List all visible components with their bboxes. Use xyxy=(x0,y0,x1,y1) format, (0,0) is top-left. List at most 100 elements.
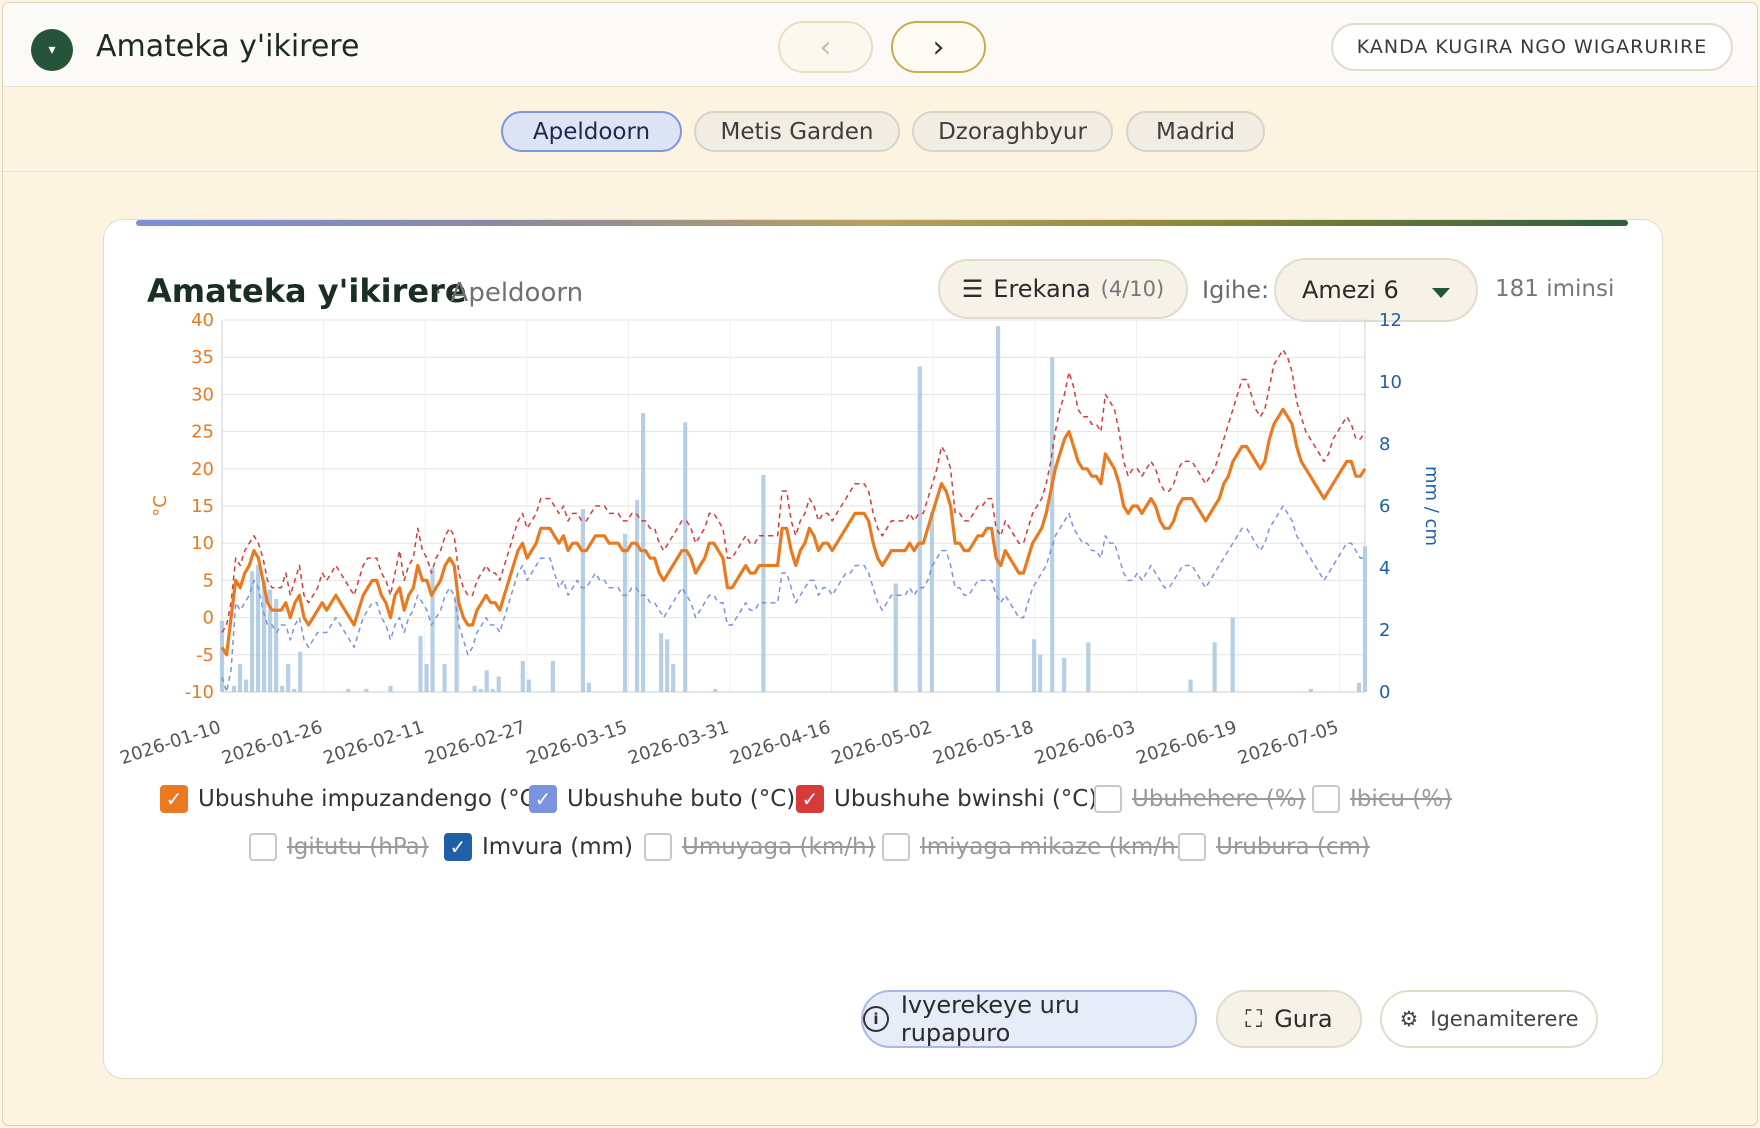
temperature-dashed-line xyxy=(221,505,1365,693)
tab-madrid[interactable]: Madrid xyxy=(1126,111,1265,152)
take-control-button[interactable]: KANDA KUGIRA NGO WIGARURIRE xyxy=(1331,23,1733,71)
x-tick-label: 2026-02-27 xyxy=(422,717,528,769)
card-title: Amateka y'ikirere xyxy=(147,272,467,310)
period-select[interactable]: Amezi 6 xyxy=(1274,258,1478,322)
rain-bar xyxy=(298,651,303,692)
y-right-tick-label: 0 xyxy=(1379,682,1390,703)
y-left-tick-label: 30 xyxy=(191,384,214,405)
y-left-tick-label: -5 xyxy=(196,645,214,666)
legend-item[interactable]: ✓ Ubushuhe bwinshi (°C) xyxy=(796,785,1097,813)
settings-button[interactable]: ⚙ Igenamiterere xyxy=(1380,990,1598,1048)
rain-bar xyxy=(424,664,429,692)
legend-label: Ubushuhe buto (°C) xyxy=(567,786,796,812)
legend-label: Ibicu (%) xyxy=(1350,786,1453,812)
legend-item[interactable]: ✓ Ubushuhe impuzandengo (°C) xyxy=(160,785,545,813)
rain-bar xyxy=(249,571,255,692)
legend-item[interactable]: Ibicu (%) xyxy=(1312,785,1452,813)
temperature-dashed-line xyxy=(221,349,1366,633)
checkbox-unchecked-icon[interactable] xyxy=(882,833,910,861)
rain-bar xyxy=(1362,546,1368,692)
legend-label: Urubura (cm) xyxy=(1216,834,1370,860)
page-info-button[interactable]: i Ivyerekeye uru rupapuro xyxy=(861,990,1197,1048)
y-left-tick-label: 5 xyxy=(203,570,214,591)
checkbox-checked-icon[interactable]: ✓ xyxy=(444,833,472,861)
series-count: (4/10) xyxy=(1100,277,1165,301)
checkbox-unchecked-icon[interactable] xyxy=(1178,833,1206,861)
rain-bar xyxy=(917,366,922,692)
checkbox-unchecked-icon[interactable] xyxy=(1094,785,1122,813)
checkbox-checked-icon[interactable]: ✓ xyxy=(796,785,824,813)
rain-bar xyxy=(430,568,435,692)
legend-item[interactable]: ✓ Ubushuhe buto (°C) xyxy=(529,785,795,813)
rain-bar xyxy=(1356,682,1362,692)
rain-bar xyxy=(292,688,297,692)
checkbox-checked-icon[interactable]: ✓ xyxy=(160,785,188,813)
rain-bar xyxy=(665,639,670,692)
rain-bar xyxy=(1050,357,1055,692)
rain-bar xyxy=(893,583,898,692)
checkbox-unchecked-icon[interactable] xyxy=(1312,785,1340,813)
tab-dzoraghbyur[interactable]: Dzoraghbyur xyxy=(912,111,1113,152)
rain-bar xyxy=(1086,642,1091,692)
rain-bar xyxy=(268,589,273,692)
legend-label: Imiyaga mikaze (km/h) xyxy=(920,834,1185,860)
y-left-tick-label: 25 xyxy=(191,422,214,443)
menu-icon: ☰ xyxy=(961,275,984,303)
legend-item[interactable]: Igitutu (hPa) xyxy=(249,833,429,861)
legend-item[interactable]: Imiyaga mikaze (km/h) xyxy=(882,833,1185,861)
x-tick-label: 2026-03-15 xyxy=(524,717,630,769)
caret-down-icon xyxy=(1432,288,1450,298)
rain-bar xyxy=(526,679,531,692)
rain-bar xyxy=(1212,642,1217,692)
rain-bar xyxy=(580,509,586,692)
y-right-axis-title: mm / cm xyxy=(1421,466,1442,546)
checkbox-unchecked-icon[interactable] xyxy=(249,833,277,861)
legend-label: Ubuhehere (%) xyxy=(1132,786,1306,812)
legend-item[interactable]: ✓ Imvura (mm) xyxy=(444,833,633,861)
tab-metis-garden[interactable]: Metis Garden xyxy=(694,111,900,152)
rain-bar xyxy=(274,599,279,692)
fullscreen-icon: ⛶ xyxy=(1245,1005,1263,1033)
rain-bar xyxy=(683,422,688,692)
next-button[interactable]: › xyxy=(891,21,986,73)
legend-label: Ubushuhe impuzandengo (°C) xyxy=(198,786,545,812)
legend-item[interactable]: Urubura (cm) xyxy=(1178,833,1370,861)
rain-bar xyxy=(1038,654,1043,692)
x-tick-label: 2026-01-10 xyxy=(118,717,224,769)
rain-bar xyxy=(671,664,676,692)
y-left-tick-label: 20 xyxy=(191,459,214,480)
rain-bar xyxy=(262,580,267,692)
fullscreen-button[interactable]: ⛶ Gura xyxy=(1216,990,1362,1048)
rain-bar xyxy=(995,326,1001,692)
tab-apeldoorn[interactable]: Apeldoorn xyxy=(501,111,682,152)
rain-bar xyxy=(418,636,423,692)
rain-bar xyxy=(256,564,261,692)
card-subtitle: · Apeldoorn xyxy=(434,278,584,308)
rain-bar xyxy=(550,661,555,692)
rain-bar xyxy=(442,664,447,692)
card-accent-bar xyxy=(136,220,1628,226)
checkbox-checked-icon[interactable]: ✓ xyxy=(529,785,557,813)
y-right-tick-label: 6 xyxy=(1379,496,1390,517)
y-left-tick-label: -10 xyxy=(185,682,214,703)
previous-button[interactable]: ‹ xyxy=(778,21,873,73)
rain-bar xyxy=(484,670,489,692)
rain-bar xyxy=(761,475,766,692)
collapse-toggle-icon[interactable]: ▾ xyxy=(31,29,73,71)
checkbox-unchecked-icon[interactable] xyxy=(644,833,672,861)
series-selector-button[interactable]: ☰ Erekana (4/10) xyxy=(938,259,1188,319)
legend-item[interactable]: Umuyaga (km/h) xyxy=(644,833,876,861)
rain-bar xyxy=(286,664,291,692)
legend-row: Igitutu (hPa) ✓ Imvura (mm) Umuyaga (km/h) I… xyxy=(104,833,1662,873)
legend-item[interactable]: Ubuhehere (%) xyxy=(1094,785,1306,813)
rain-bar xyxy=(454,595,459,692)
rain-bar xyxy=(346,688,351,692)
weather-chart: -10 -5 0 5 10 15 20 25 30 35 40 0 2 4 6 8 10 12 °C mm / cm 2… xyxy=(118,310,1442,769)
rain-bar xyxy=(280,685,285,692)
days-count: 181 iminsi xyxy=(1495,276,1615,302)
rain-bar xyxy=(490,688,495,692)
divider xyxy=(3,171,1757,172)
x-tick-label: 2026-05-02 xyxy=(829,717,935,769)
y-right-tick-label: 4 xyxy=(1379,558,1390,579)
